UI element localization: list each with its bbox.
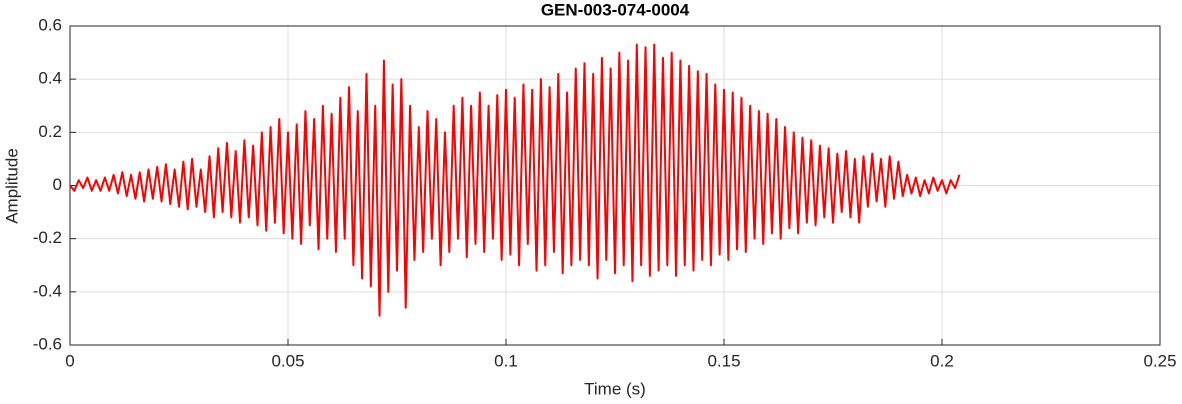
- y-tick-label: -0.2: [33, 228, 62, 247]
- x-tick-label: 0.05: [271, 351, 304, 370]
- x-tick-label: 0.25: [1143, 351, 1176, 370]
- y-tick-label: -0.6: [33, 334, 62, 353]
- x-axis-label: Time (s): [584, 379, 646, 398]
- y-tick-label: 0.4: [38, 69, 62, 88]
- signal-line: [69, 43, 961, 317]
- x-tick-label: 0: [65, 351, 74, 370]
- x-tick-label: 0.1: [494, 351, 518, 370]
- x-tick-label: 0.2: [930, 351, 954, 370]
- y-tick-label: 0.2: [38, 122, 62, 141]
- y-tick-label: -0.4: [33, 281, 62, 300]
- y-tick-label: 0: [53, 175, 62, 194]
- chart-title: GEN-003-074-0004: [541, 0, 690, 19]
- y-axis-label: Amplitude: [2, 148, 21, 224]
- x-tick-label: 0.15: [707, 351, 740, 370]
- y-tick-label: 0.6: [38, 15, 62, 34]
